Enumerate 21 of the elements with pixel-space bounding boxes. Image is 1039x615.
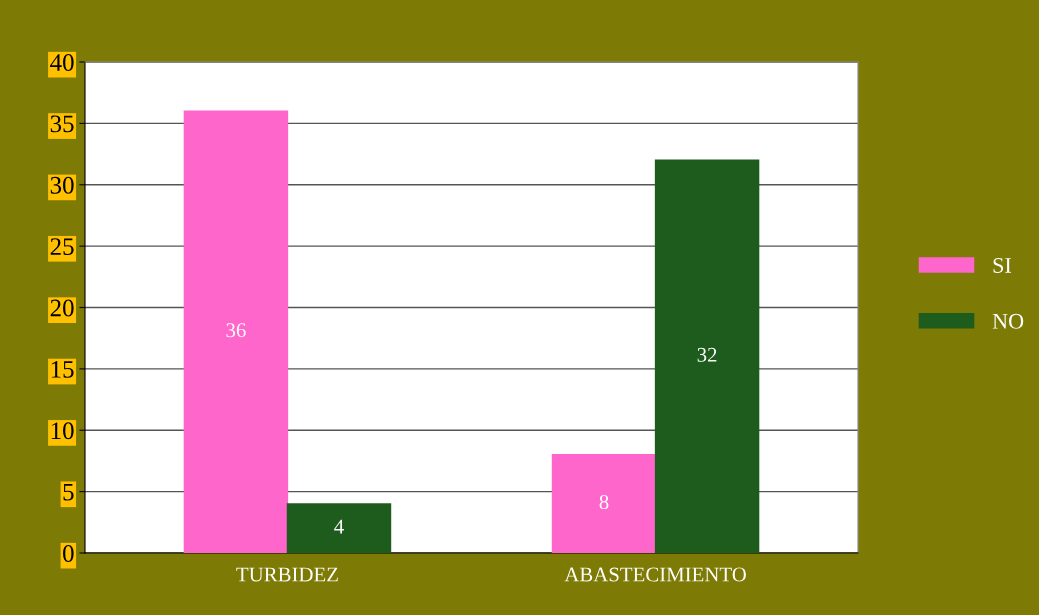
y-tick-label: 0 [63, 545, 74, 562]
x-tick-label: ABASTECIMIENTO [564, 567, 746, 582]
y-tick-label: 10 [51, 422, 74, 440]
data-label: 32 [697, 347, 717, 362]
data-label: 36 [226, 323, 246, 338]
legend-label: SI [993, 257, 1012, 273]
bar [654, 159, 760, 553]
data-label: 4 [334, 519, 344, 534]
legend-label: NO [992, 313, 1024, 329]
y-tick-label: 25 [50, 238, 74, 256]
bar [286, 503, 392, 553]
y-tick-label: 40 [50, 54, 74, 71]
y-tick-label: 5 [63, 483, 74, 501]
bar [183, 110, 289, 553]
x-tick-label: TURBIDEZ [236, 567, 338, 582]
bar [551, 454, 657, 553]
data-label: 8 [599, 495, 609, 510]
y-tick-label: 35 [50, 115, 74, 133]
y-tick-label: 30 [50, 176, 74, 194]
y-tick-label: 20 [50, 299, 74, 317]
y-tick-label: 15 [51, 361, 74, 378]
